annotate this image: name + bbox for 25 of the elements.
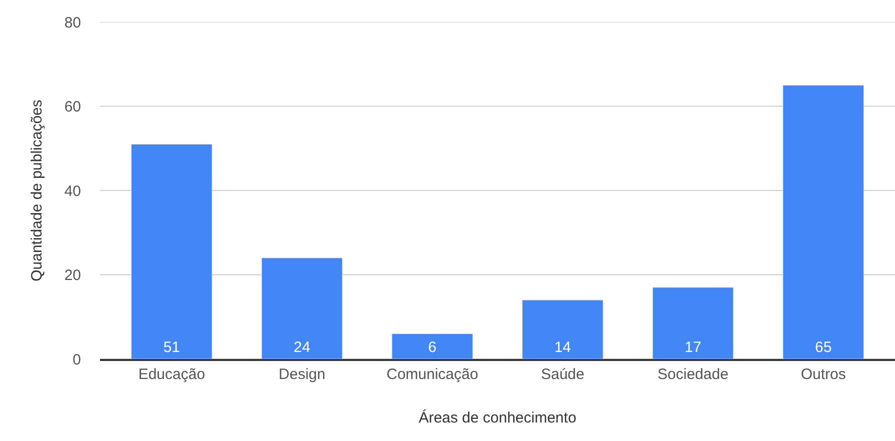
y-tick-label: 60	[64, 98, 81, 116]
y-tick-label: 0	[72, 351, 81, 368]
bar	[392, 333, 473, 359]
bar	[261, 258, 343, 359]
bar	[652, 287, 734, 359]
x-axis-title: Áreas de conhecimento	[418, 408, 576, 426]
y-axis-title: Quantidade de publicações	[28, 100, 46, 282]
x-tick-label: Design	[278, 366, 326, 383]
data-label: 6	[428, 339, 437, 356]
bar	[782, 84, 864, 359]
x-tick-label: Educação	[138, 366, 206, 383]
x-tick-label: Saúde	[540, 366, 584, 383]
data-label: 14	[554, 339, 572, 356]
x-tick-label: Sociedade	[658, 366, 728, 383]
data-label: 17	[684, 339, 702, 356]
bar	[522, 300, 604, 359]
y-tick-label: 20	[64, 267, 81, 284]
x-tick-label: Outros	[800, 366, 846, 383]
data-label: 65	[814, 339, 832, 356]
data-label: 24	[294, 339, 310, 356]
y-tick-label: 80	[64, 14, 81, 32]
bar	[131, 144, 212, 359]
y-tick-label: 40	[64, 182, 81, 200]
data-label: 51	[163, 339, 180, 356]
x-tick-label: Comunicação	[386, 366, 478, 383]
